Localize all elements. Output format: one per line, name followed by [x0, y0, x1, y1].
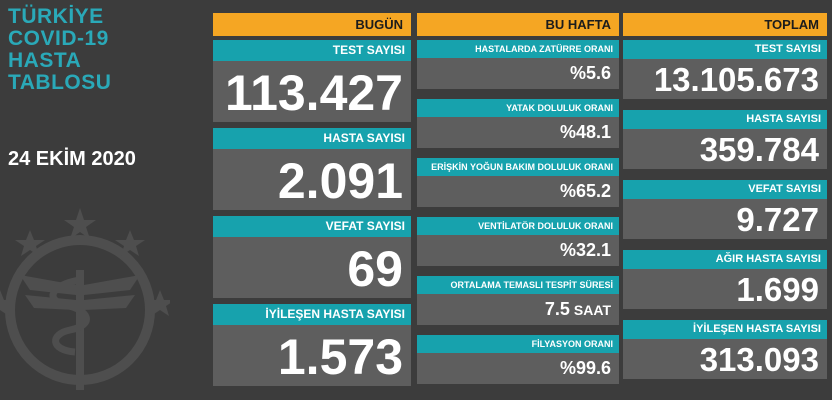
- stat-label: ERİŞKİN YOĞUN BAKIM DOLULUK ORANI: [417, 158, 619, 176]
- report-date: 24 EKİM 2020: [8, 148, 136, 170]
- stat-value: 359.784: [623, 129, 827, 169]
- total-card-test: TEST SAYISI 13.105.673: [623, 40, 827, 99]
- stat-label: HASTA SAYISI: [623, 110, 827, 129]
- stat-value: %99.6: [417, 353, 619, 384]
- stat-label: TEST SAYISI: [213, 40, 411, 61]
- weekly-card-zaturre: HASTALARDA ZATÜRRE ORANI %5.6: [417, 40, 619, 89]
- stat-value-number: 7.5: [544, 299, 570, 319]
- weekly-card-yogun-bakim: ERİŞKİN YOĞUN BAKIM DOLULUK ORANI %65.2: [417, 158, 619, 207]
- stat-card-hasta: HASTA SAYISI 2.091: [213, 128, 411, 210]
- stat-label: HASTALARDA ZATÜRRE ORANI: [417, 40, 619, 58]
- title-line: TÜRKİYE: [8, 5, 104, 28]
- weekly-card-filyasyon: FİLYASYON ORANI %99.6: [417, 335, 619, 384]
- stat-label: TEST SAYISI: [623, 40, 827, 59]
- stat-card-vefat: VEFAT SAYISI 69: [213, 216, 411, 298]
- stat-value: 1.573: [213, 325, 411, 386]
- weekly-card-yatak: YATAK DOLULUK ORANI %48.1: [417, 99, 619, 148]
- left-panel: TÜRKİYE COVID-19 HASTA TABLOSU 24 EKİM 2…: [0, 0, 212, 400]
- stat-value: %5.6: [417, 58, 619, 89]
- stat-label: ORTALAMA TEMASLI TESPİT SÜRESİ: [417, 276, 619, 294]
- column-toplam: TOPLAM TEST SAYISI 13.105.673 HASTA SAYI…: [623, 13, 827, 383]
- stat-value: 313.093: [623, 339, 827, 379]
- stat-label: İYİLEŞEN HASTA SAYISI: [213, 304, 411, 325]
- stat-label: VENTİLATÖR DOLULUK ORANI: [417, 217, 619, 235]
- title-line: COVID-19: [8, 27, 109, 50]
- stat-value: 113.427: [213, 61, 411, 122]
- stat-label: FİLYASYON ORANI: [417, 335, 619, 353]
- stat-label: AĞIR HASTA SAYISI: [623, 250, 827, 269]
- stat-value: 1.699: [623, 269, 827, 309]
- page-title: TÜRKİYE COVID-19 HASTA TABLOSU: [8, 6, 111, 94]
- stat-value: 2.091: [213, 149, 411, 210]
- stat-label: HASTA SAYISI: [213, 128, 411, 149]
- stat-label: VEFAT SAYISI: [623, 180, 827, 199]
- total-card-iyilesen: İYİLEŞEN HASTA SAYISI 313.093: [623, 320, 827, 379]
- column-header-bugun: BUGÜN: [213, 13, 411, 36]
- stat-value-unit: SAAT: [573, 302, 611, 318]
- stat-label: YATAK DOLULUK ORANI: [417, 99, 619, 117]
- stat-value: %32.1: [417, 235, 619, 266]
- total-card-hasta: HASTA SAYISI 359.784: [623, 110, 827, 169]
- stat-value: 13.105.673: [623, 59, 827, 99]
- stat-label: İYİLEŞEN HASTA SAYISI: [623, 320, 827, 339]
- stat-value: 7.5 SAAT: [417, 294, 619, 325]
- weekly-card-temasli: ORTALAMA TEMASLI TESPİT SÜRESİ 7.5 SAAT: [417, 276, 619, 325]
- column-header-toplam: TOPLAM: [623, 13, 827, 36]
- title-line: HASTA: [8, 49, 82, 72]
- column-bugun: BUGÜN TEST SAYISI 113.427 HASTA SAYISI 2…: [213, 13, 411, 386]
- column-bu-hafta: BU HAFTA HASTALARDA ZATÜRRE ORANI %5.6 Y…: [417, 13, 619, 384]
- title-line: TABLOSU: [8, 71, 112, 94]
- stat-value: 69: [213, 237, 411, 298]
- total-card-vefat: VEFAT SAYISI 9.727: [623, 180, 827, 239]
- ministry-emblem-icon: [0, 208, 170, 390]
- stat-value: %65.2: [417, 176, 619, 207]
- stat-label: VEFAT SAYISI: [213, 216, 411, 237]
- stat-value: %48.1: [417, 117, 619, 148]
- stat-value: 9.727: [623, 199, 827, 239]
- stat-card-test: TEST SAYISI 113.427: [213, 40, 411, 122]
- total-card-agir-hasta: AĞIR HASTA SAYISI 1.699: [623, 250, 827, 309]
- weekly-card-ventilator: VENTİLATÖR DOLULUK ORANI %32.1: [417, 217, 619, 266]
- stat-card-iyilesen: İYİLEŞEN HASTA SAYISI 1.573: [213, 304, 411, 386]
- column-header-bu-hafta: BU HAFTA: [417, 13, 619, 36]
